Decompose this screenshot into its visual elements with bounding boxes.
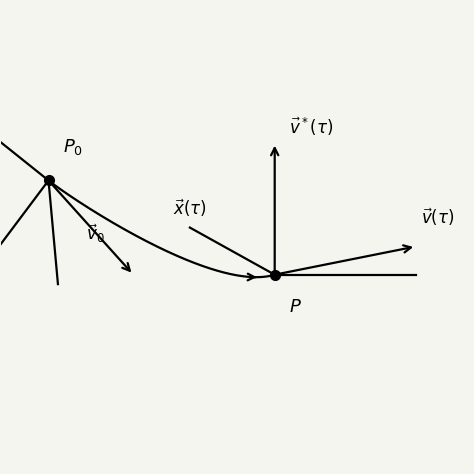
Text: $P$: $P$ xyxy=(289,298,301,316)
Text: $\vec{v}(\tau)$: $\vec{v}(\tau)$ xyxy=(421,206,454,228)
Text: $\vec{x}(\tau)$: $\vec{x}(\tau)$ xyxy=(173,198,207,219)
Text: $P_0$: $P_0$ xyxy=(63,137,82,157)
Text: $\vec{v}_0$: $\vec{v}_0$ xyxy=(86,223,105,246)
Text: $\vec{v}^*(\tau)$: $\vec{v}^*(\tau)$ xyxy=(289,116,333,138)
